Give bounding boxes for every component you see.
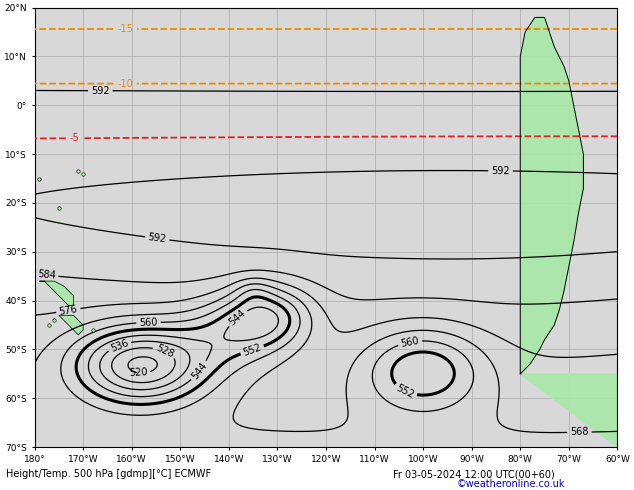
- Text: 544: 544: [190, 360, 209, 381]
- Polygon shape: [39, 281, 74, 306]
- Text: 528: 528: [154, 343, 175, 360]
- Text: 536: 536: [109, 338, 130, 353]
- Text: 552: 552: [394, 383, 416, 400]
- Text: ©weatheronline.co.uk: ©weatheronline.co.uk: [456, 479, 565, 489]
- Text: -10: -10: [117, 78, 133, 89]
- Text: 560: 560: [139, 317, 158, 328]
- Text: 568: 568: [570, 427, 589, 438]
- Text: 520: 520: [129, 368, 148, 378]
- Text: Height/Temp. 500 hPa [gdmp][°C] ECMWF: Height/Temp. 500 hPa [gdmp][°C] ECMWF: [6, 469, 212, 479]
- Text: 552: 552: [242, 342, 262, 358]
- Text: -15: -15: [117, 24, 133, 34]
- Polygon shape: [59, 315, 83, 335]
- Text: 592: 592: [91, 86, 110, 96]
- Text: 560: 560: [400, 336, 420, 349]
- Polygon shape: [521, 18, 618, 447]
- Text: 576: 576: [58, 304, 79, 317]
- Text: 592: 592: [147, 232, 167, 245]
- Text: 544: 544: [227, 308, 248, 328]
- Text: -5: -5: [69, 133, 79, 143]
- Text: 584: 584: [37, 270, 56, 281]
- Text: 592: 592: [491, 166, 510, 176]
- Text: Fr 03-05-2024 12:00 UTC(00+60): Fr 03-05-2024 12:00 UTC(00+60): [393, 469, 555, 479]
